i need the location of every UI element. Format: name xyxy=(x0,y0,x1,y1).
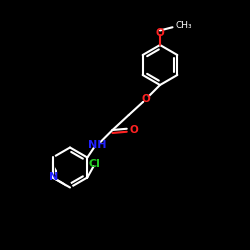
Text: O: O xyxy=(142,94,150,104)
Text: O: O xyxy=(130,125,139,135)
Text: N: N xyxy=(49,172,58,182)
Text: NH: NH xyxy=(88,140,107,150)
Text: CH₃: CH₃ xyxy=(176,22,192,30)
Text: Cl: Cl xyxy=(89,159,101,169)
Text: O: O xyxy=(156,28,164,38)
